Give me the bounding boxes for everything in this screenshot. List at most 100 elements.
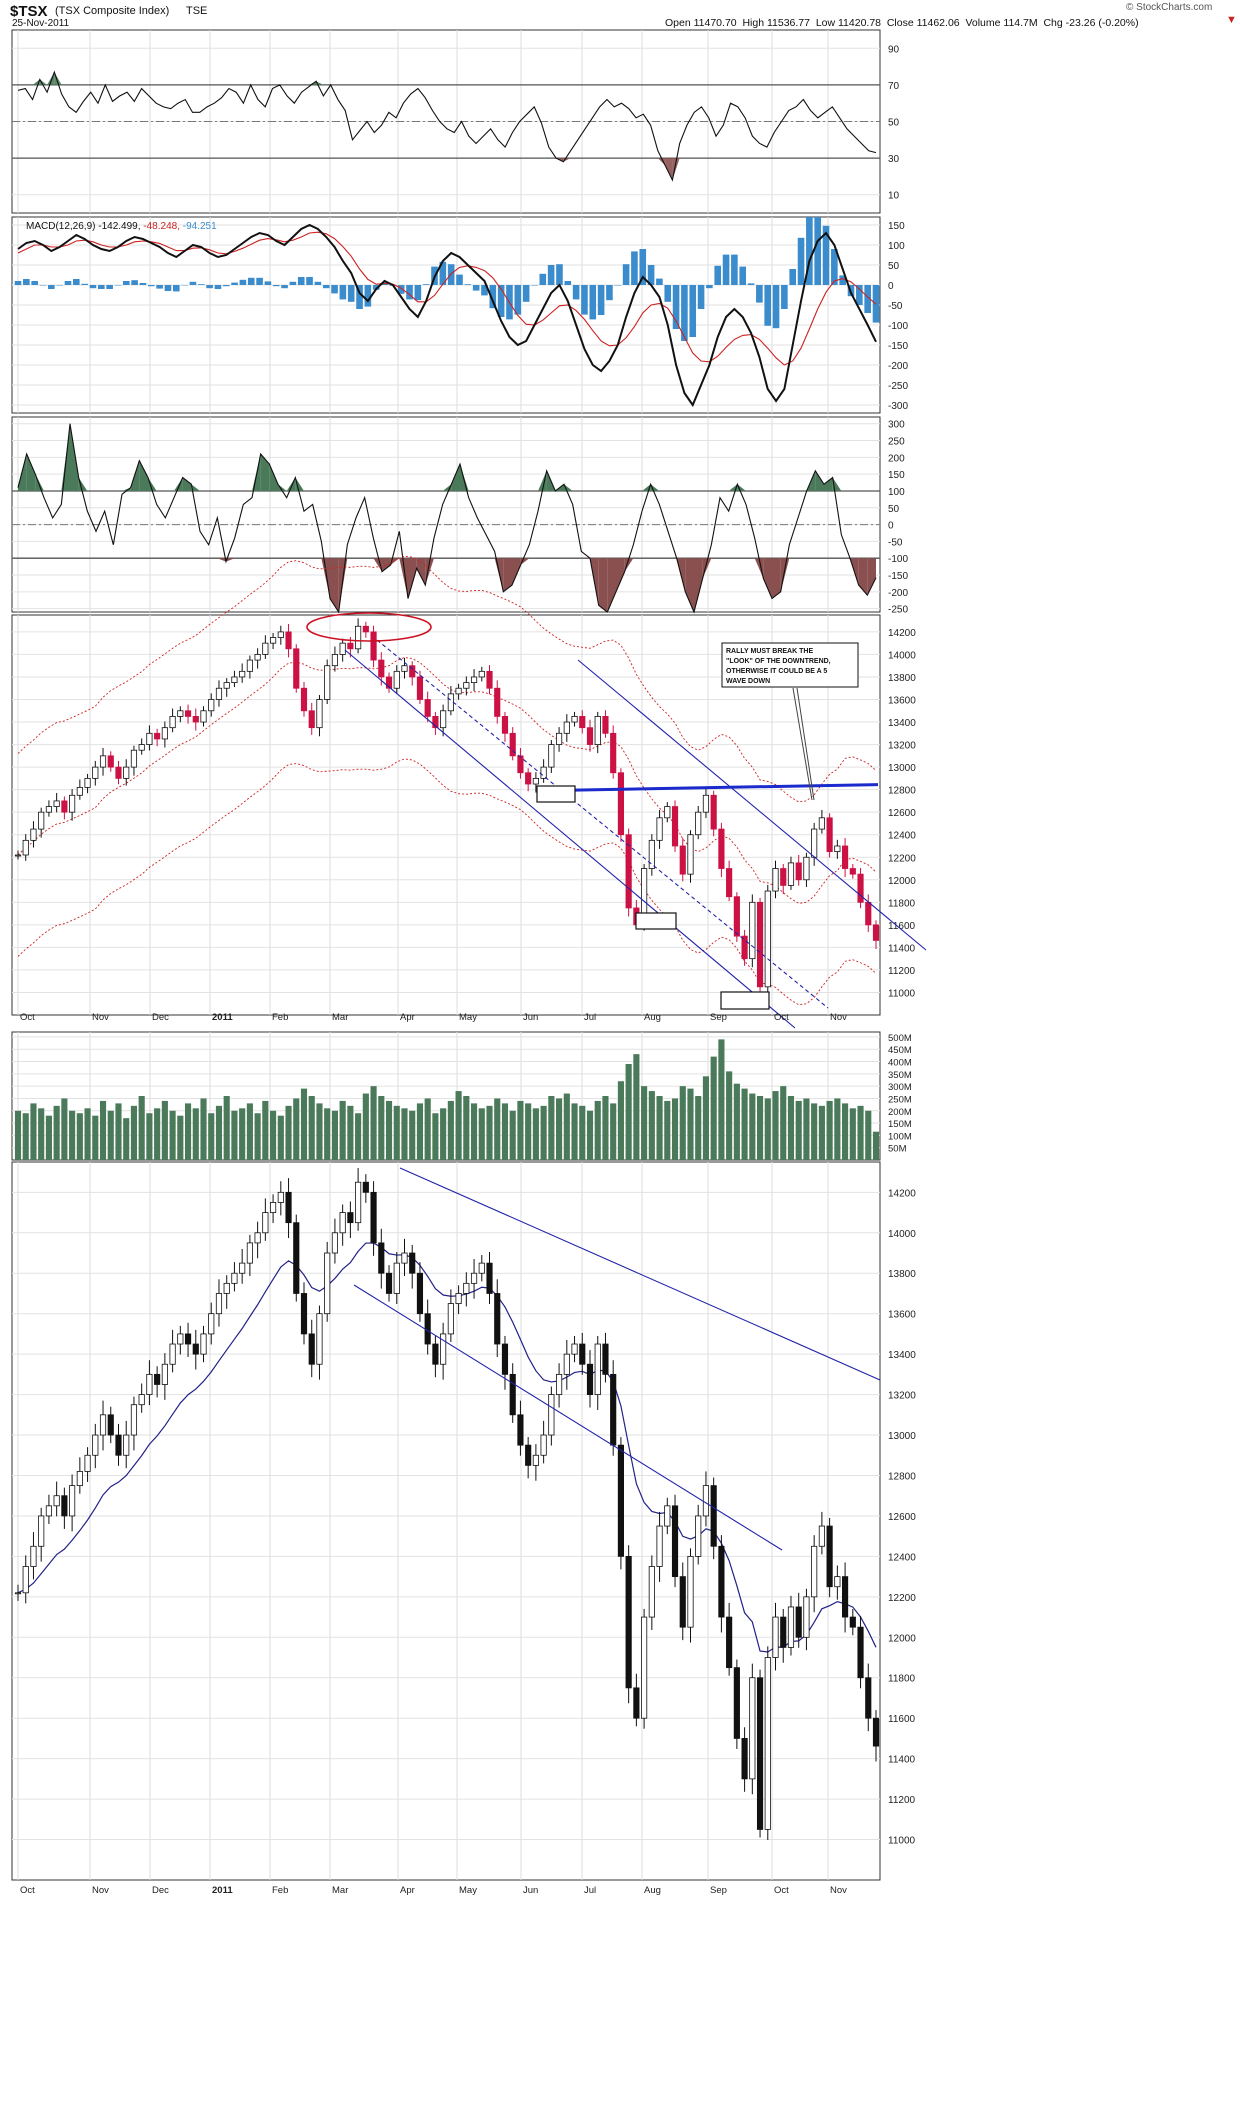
alt-candle (61, 1495, 68, 1517)
cci-negative-fill (390, 558, 400, 565)
macd-ytick: 150 (888, 221, 905, 232)
volume-bar (509, 1110, 516, 1160)
cci-negative-fill (503, 558, 512, 592)
macd-histogram-bar (397, 285, 405, 294)
volume-bar (45, 1115, 52, 1160)
alt-candle (548, 1394, 555, 1436)
main-candle (316, 699, 323, 729)
volume-bar (795, 1100, 802, 1160)
macd-histogram-bar (531, 285, 538, 286)
macd-histogram-bar (856, 285, 863, 305)
main-candle (749, 901, 756, 960)
macd-histogram-bar (781, 285, 788, 309)
main-candle (726, 868, 733, 898)
rsi-oversold-fill (665, 158, 673, 181)
main-candle (115, 766, 122, 779)
cci-negative-fill (598, 558, 608, 612)
alt-candle (509, 1373, 516, 1416)
volume-bar (780, 1086, 787, 1160)
volume-bar (161, 1100, 168, 1160)
macd-histogram-bar (147, 285, 155, 287)
alt-xtick: Sep (710, 1885, 727, 1896)
header-date: 25-Nov-2011 (12, 18, 70, 29)
main-candle (424, 699, 431, 717)
main-candle (416, 676, 424, 700)
cci-negative-fill (694, 558, 703, 612)
alt-candle (370, 1191, 377, 1244)
alt-candle (625, 1555, 632, 1689)
macd-ytick: -100 (888, 321, 908, 332)
main-candle (525, 772, 532, 785)
main-channel-upper-line (577, 659, 927, 951)
macd-ytick: 50 (888, 261, 900, 272)
alt-candle (772, 1616, 779, 1658)
main-candle (440, 710, 447, 729)
volume-bar (262, 1100, 269, 1160)
alt-ytick: 13000 (888, 1431, 916, 1442)
alt-candle (45, 1505, 53, 1517)
macd-histogram-bar (839, 275, 846, 285)
cci-positive-fill (122, 487, 131, 491)
main-candle (69, 794, 76, 813)
volume-bar (339, 1100, 346, 1160)
rsi-overbought-fill (47, 72, 55, 85)
arrow-down-icon: ▼ (1226, 14, 1237, 26)
main-candle (177, 710, 184, 717)
volume-bar (726, 1071, 733, 1160)
alt-candle (277, 1191, 284, 1203)
volume-bar (718, 1039, 725, 1160)
header-watermark: © StockCharts.com (1126, 2, 1213, 13)
main-xtick: Mar (332, 1012, 348, 1023)
alt-candle (671, 1505, 679, 1578)
alt-candle (795, 1606, 802, 1638)
main-candle (486, 670, 493, 689)
alt-candle (14, 1592, 22, 1595)
main-candle (617, 772, 625, 836)
cci-negative-fill (867, 558, 876, 596)
main-candle (200, 710, 207, 723)
volume-bar (30, 1103, 37, 1160)
volume-bar (463, 1096, 470, 1160)
macd-histogram-bar (489, 285, 497, 309)
alt-candle (362, 1181, 369, 1193)
macd-histogram-bar (272, 285, 280, 287)
volume-bar (563, 1093, 570, 1160)
volume-bar (648, 1091, 655, 1160)
main-candle (308, 710, 315, 729)
main-candle (803, 856, 810, 881)
main-ytick: 12000 (888, 876, 916, 887)
alt-candle (169, 1343, 176, 1365)
alt-ytick: 13600 (888, 1310, 916, 1321)
alt-candle (787, 1606, 795, 1648)
rsi-ytick: 50 (888, 118, 900, 129)
alt-candle (447, 1303, 454, 1335)
volume-bar (277, 1115, 284, 1160)
macd-histogram-bar (456, 274, 463, 285)
volume-bar (285, 1105, 292, 1160)
volume-bar (548, 1096, 555, 1160)
cci-negative-fill (772, 558, 781, 599)
main-candle (656, 817, 663, 841)
macd-histogram-bar (547, 265, 555, 285)
macd-histogram-bar (331, 285, 338, 294)
cci-negative-fill (780, 558, 790, 592)
cci-negative-fill (399, 558, 408, 599)
main-ytick: 14000 (888, 650, 916, 661)
alt-ytick: 13400 (888, 1350, 916, 1361)
main-candle (432, 716, 439, 729)
macd-histogram-bar (73, 279, 80, 285)
main-candle (648, 839, 655, 869)
macd-label-part: MACD(12,26,9) -142.499, (26, 221, 143, 232)
volume-bar (532, 1108, 539, 1160)
alt-ytick: 13800 (888, 1269, 916, 1280)
alt-candle (865, 1677, 872, 1719)
alt-candle (726, 1616, 733, 1669)
main-ytick: 12600 (888, 808, 916, 819)
cci-positive-fill (278, 484, 287, 491)
alt-xtick: Dec (152, 1885, 169, 1896)
macd-ytick: -200 (888, 361, 908, 372)
macd-histogram-bar (514, 285, 522, 315)
rsi-line (17, 70, 877, 182)
macd-histogram-bar (797, 237, 805, 285)
main-candle (347, 642, 354, 650)
